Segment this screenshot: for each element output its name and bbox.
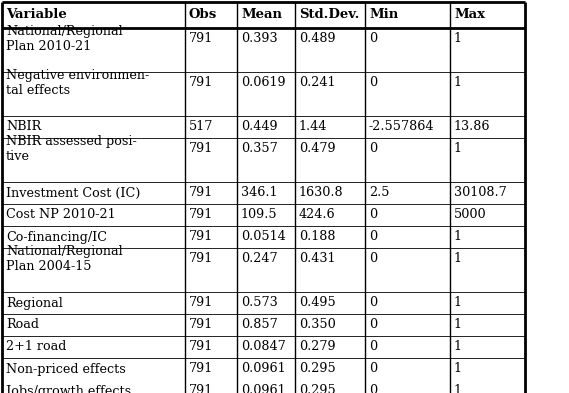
Text: 0.357: 0.357 — [241, 143, 278, 156]
Text: 0.573: 0.573 — [241, 296, 278, 310]
Text: 0.431: 0.431 — [299, 252, 336, 266]
Text: 0.188: 0.188 — [299, 231, 336, 244]
Text: 1: 1 — [454, 296, 462, 310]
Text: 517: 517 — [189, 121, 213, 134]
Text: 791: 791 — [189, 362, 213, 375]
Text: 0.279: 0.279 — [299, 340, 336, 353]
Text: 0.350: 0.350 — [299, 318, 336, 332]
Text: 791: 791 — [189, 143, 213, 156]
Text: 0.0961: 0.0961 — [241, 362, 286, 375]
Text: Co-financing/IC: Co-financing/IC — [6, 231, 107, 244]
Text: 791: 791 — [189, 340, 213, 353]
Text: NBIR assessed posi-
tive: NBIR assessed posi- tive — [6, 135, 137, 163]
Text: 1: 1 — [454, 384, 462, 393]
Text: 1: 1 — [454, 340, 462, 353]
Text: 30108.7: 30108.7 — [454, 187, 507, 200]
Text: 0: 0 — [369, 209, 377, 222]
Text: Variable: Variable — [6, 9, 67, 22]
Text: 1: 1 — [454, 231, 462, 244]
Text: 0.295: 0.295 — [299, 384, 336, 393]
Text: 0: 0 — [369, 318, 377, 332]
Text: 0.247: 0.247 — [241, 252, 278, 266]
Text: Regional: Regional — [6, 296, 63, 310]
Text: Road: Road — [6, 318, 39, 332]
Text: 791: 791 — [189, 33, 213, 46]
Text: 791: 791 — [189, 77, 213, 90]
Text: 0.295: 0.295 — [299, 362, 336, 375]
Text: 1: 1 — [454, 33, 462, 46]
Text: Negative environmen-
tal effects: Negative environmen- tal effects — [6, 69, 149, 97]
Text: National/Regional
Plan 2010-21: National/Regional Plan 2010-21 — [6, 25, 123, 53]
Text: NBIR: NBIR — [6, 121, 41, 134]
Text: 1: 1 — [454, 318, 462, 332]
Text: 0: 0 — [369, 362, 377, 375]
Text: 1.44: 1.44 — [299, 121, 327, 134]
Text: 1: 1 — [454, 362, 462, 375]
Text: 0.495: 0.495 — [299, 296, 336, 310]
Text: 1: 1 — [454, 143, 462, 156]
Text: 0: 0 — [369, 252, 377, 266]
Text: Std.Dev.: Std.Dev. — [299, 9, 360, 22]
Text: 13.86: 13.86 — [454, 121, 490, 134]
Text: 0.479: 0.479 — [299, 143, 336, 156]
Text: Jobs/growth effects: Jobs/growth effects — [6, 384, 131, 393]
Text: 0.393: 0.393 — [241, 33, 278, 46]
Text: 0: 0 — [369, 384, 377, 393]
Text: 0: 0 — [369, 231, 377, 244]
Text: 791: 791 — [189, 296, 213, 310]
Text: 0.857: 0.857 — [241, 318, 278, 332]
Text: 791: 791 — [189, 318, 213, 332]
Text: 0.241: 0.241 — [299, 77, 336, 90]
Text: 791: 791 — [189, 231, 213, 244]
Text: 0: 0 — [369, 33, 377, 46]
Text: Investment Cost (IC): Investment Cost (IC) — [6, 187, 141, 200]
Text: Cost NP 2010-21: Cost NP 2010-21 — [6, 209, 116, 222]
Text: 2.5: 2.5 — [369, 187, 390, 200]
Text: Min: Min — [369, 9, 398, 22]
Text: Obs: Obs — [189, 9, 217, 22]
Text: 2+1 road: 2+1 road — [6, 340, 67, 353]
Text: 424.6: 424.6 — [299, 209, 336, 222]
Text: 0: 0 — [369, 143, 377, 156]
Text: Max: Max — [454, 9, 485, 22]
Text: 0: 0 — [369, 77, 377, 90]
Text: 1630.8: 1630.8 — [299, 187, 344, 200]
Text: 0: 0 — [369, 340, 377, 353]
Text: -2.557864: -2.557864 — [369, 121, 435, 134]
Text: 0.0847: 0.0847 — [241, 340, 286, 353]
Text: 0.0514: 0.0514 — [241, 231, 286, 244]
Text: Non-priced effects: Non-priced effects — [6, 362, 126, 375]
Text: 0: 0 — [369, 296, 377, 310]
Text: 791: 791 — [189, 187, 213, 200]
Text: Mean: Mean — [241, 9, 282, 22]
Text: 791: 791 — [189, 384, 213, 393]
Text: 791: 791 — [189, 252, 213, 266]
Text: 1: 1 — [454, 252, 462, 266]
Text: 791: 791 — [189, 209, 213, 222]
Text: 5000: 5000 — [454, 209, 486, 222]
Text: 0.0619: 0.0619 — [241, 77, 286, 90]
Text: 0.489: 0.489 — [299, 33, 336, 46]
Text: National/Regional
Plan 2004-15: National/Regional Plan 2004-15 — [6, 245, 123, 273]
Text: 0.0961: 0.0961 — [241, 384, 286, 393]
Text: 0.449: 0.449 — [241, 121, 278, 134]
Text: 1: 1 — [454, 77, 462, 90]
Text: 109.5: 109.5 — [241, 209, 278, 222]
Text: 346.1: 346.1 — [241, 187, 278, 200]
